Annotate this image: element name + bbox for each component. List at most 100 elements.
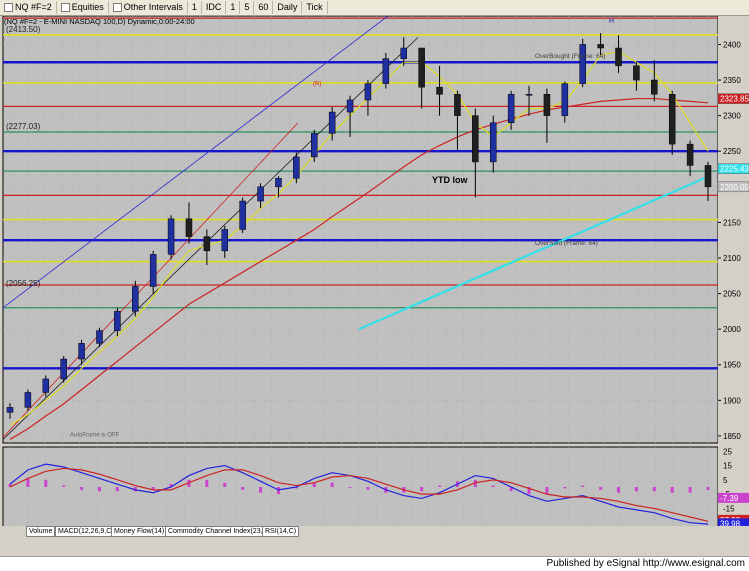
candle-body [436,86,443,95]
macd-histogram-bar [223,482,227,487]
macd-histogram-bar [634,487,638,492]
toolbar-item-2[interactable]: Other Intervals [109,1,188,14]
candle-body [489,122,497,163]
candle-body [561,83,569,116]
macd-histogram-bar [62,485,66,487]
candle [6,403,14,419]
candle [633,62,640,91]
macd-badge-label: -7.39 [720,494,739,503]
macd-histogram-bar [97,487,101,492]
candle [704,161,712,202]
high-marker: H [609,18,614,25]
ytd-low-annotation: YTD low [432,175,468,185]
study-tab-0[interactable]: Volume [26,526,56,537]
macd-plot-area [2,446,719,526]
publisher-credit: Published by eSignal http://www.esignal.… [546,558,745,569]
macd-histogram-bar [599,487,603,490]
y-tick-label: 2100 [723,254,741,263]
toolbar-item-1[interactable]: Equities [57,1,109,14]
candle [364,80,372,116]
macd-histogram-bar [438,485,442,487]
toolbar-item-7[interactable]: 60 [254,1,274,14]
study-tab-3[interactable]: Commodity Channel Index(23,C) [165,526,273,537]
candle [418,47,425,109]
level-label: (2277.03) [6,122,41,131]
study-tab-2[interactable]: Money Flow(14) [111,526,168,537]
slow-moving-average [9,97,709,440]
candle-body [114,311,121,331]
candle [579,38,586,88]
candle-body [668,94,676,145]
toolbar-item-5[interactable]: 1 [226,1,241,14]
toolbar-item-label: Other Intervals [123,2,183,12]
macd-histogram-bar [241,487,245,490]
toolbar-item-9[interactable]: Tick [302,1,328,14]
candle-body [239,200,246,230]
price-plot-area [2,16,719,444]
y-tick-label: 1950 [723,361,741,370]
candle [221,225,229,258]
macd-badge-label: 39.98 [720,519,741,526]
study-tab-1[interactable]: MACD(12,26,9,C) [55,526,117,537]
study-tab-4[interactable]: RSI(14,C) [262,526,300,537]
candle-body [293,156,300,179]
candle-body [311,133,318,158]
macd-histogram-bar [527,487,531,495]
toolbar-item-3[interactable]: 1 [188,1,202,14]
candle [24,389,32,411]
macd-badge [718,518,749,526]
candle-body [651,79,658,95]
price-badge-label: 2225.43 [720,165,749,174]
price-badge-label: 2200.00 [720,183,749,192]
toolbar-item-8[interactable]: Daily [273,1,303,14]
macd-histogram-bar [205,479,209,487]
macd-histogram-bar [26,478,30,487]
candle-body [597,44,604,49]
macd-histogram-bar [259,487,263,493]
channel-upper-line [2,16,389,309]
candle-body [185,218,193,237]
cyan-trend-line [358,177,705,331]
toolbar-item-0[interactable]: NQ #F=2 [0,1,57,14]
macd-histogram-bar [133,487,137,492]
price-badge-label: 2323.85 [720,95,749,104]
price-badge [717,163,749,174]
price-badge [717,181,749,193]
candle [525,85,533,116]
autoframe-note: AutoFrame is OFF [70,433,120,439]
macd-histogram-bar [294,487,298,489]
macd-histogram-bar [581,485,585,487]
candle [311,129,318,162]
toolbar-item-6[interactable]: 5 [240,1,255,14]
toolbar-item-label: NQ #F=2 [15,2,52,12]
candle [203,229,211,266]
candle [275,176,282,198]
y-tick-label: 2250 [723,147,741,156]
candle [597,33,604,56]
y-tick-label: 2150 [723,218,741,227]
candle-body [221,229,229,252]
macd-histogram-bar [44,479,48,487]
oversold-annotation: OverSold (Frame: 64) [535,240,598,247]
price-chart: 2400235023002250220021502100205020001950… [2,16,749,526]
toolbar-item-label: Tick [306,2,323,12]
candle-body [24,392,32,408]
candle-body [346,99,354,113]
candle [96,327,103,347]
toolbar-item-label: 1 [191,2,197,12]
candle-body [454,94,461,116]
toolbar-item-label: 60 [258,2,269,12]
macd-histogram-bar [348,487,352,488]
macd-histogram-bar [617,487,621,493]
candle-body [579,44,586,84]
candle-body [257,186,264,202]
candle [42,375,50,397]
macd-histogram-bar [545,487,549,495]
macd-histogram-bar [670,487,674,493]
toolbar-item-4[interactable]: IDC [202,1,227,14]
candle [60,356,67,383]
y-tick-label: 2300 [723,112,741,121]
candle [615,35,622,73]
toolbar-item-label: 1 [230,2,236,12]
candle-body [686,143,694,166]
